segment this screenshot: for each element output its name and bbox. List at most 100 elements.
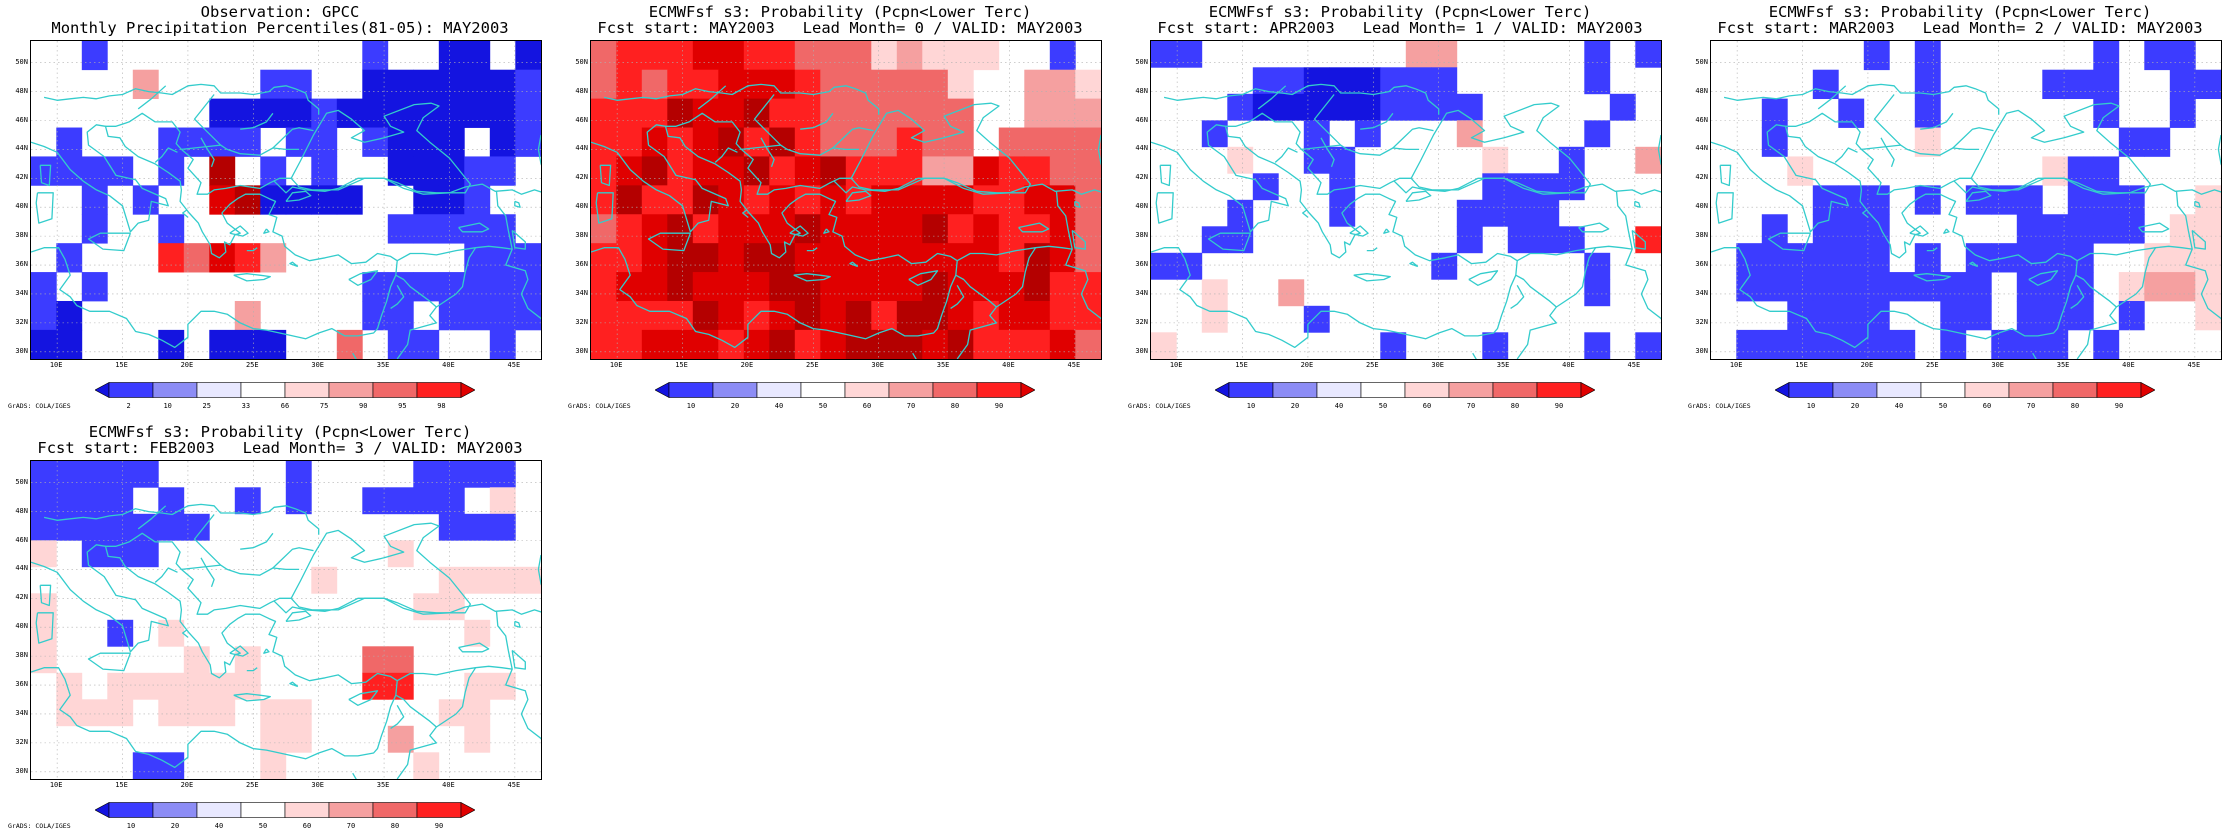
grid-cell <box>1024 329 1051 359</box>
lat-tick-label: 32N <box>15 317 28 326</box>
grid-cell <box>1838 243 1865 273</box>
coastline <box>1952 127 1994 149</box>
grid-cell <box>820 41 847 71</box>
grid-cell <box>1176 252 1203 280</box>
colorbar-label: 10 <box>163 402 172 410</box>
panel-subtitle: Fcst start: MAR2003 Lead Month= 2 / VALI… <box>1717 19 2203 37</box>
coastline <box>1767 232 1812 252</box>
coastline <box>348 270 379 286</box>
lat-tick-label: 38N <box>575 231 588 240</box>
grid-cell <box>2144 41 2171 71</box>
grid-cell <box>1584 41 1611 68</box>
grid-cell <box>2169 98 2196 128</box>
coastline <box>1018 222 1050 233</box>
grid-cell <box>464 725 491 753</box>
coastline <box>246 667 258 672</box>
lon-tick-label: 10E <box>1729 361 1743 369</box>
coastline <box>193 514 222 566</box>
grid-cell <box>1761 214 1788 244</box>
colorbar-segment <box>240 382 286 398</box>
grid-cell <box>1482 332 1509 359</box>
lon-tick-label: 40E <box>1002 361 1015 369</box>
grid-cell <box>591 300 617 331</box>
lat-tick-label: 40N <box>15 202 28 211</box>
lon-tick-label: 45E <box>507 781 521 789</box>
coastline <box>1349 225 1369 237</box>
grid-cell <box>1787 156 1814 186</box>
grid-cell <box>718 329 745 359</box>
colorbar-label: 95 <box>398 402 407 410</box>
coastline <box>1405 190 1432 203</box>
map-area <box>1710 40 2222 360</box>
colorbar-label: 80 <box>950 402 960 410</box>
colorbar-label: 70 <box>2026 402 2036 410</box>
colorbar-graphic <box>94 801 476 819</box>
lon-tick-label: 15E <box>675 361 688 369</box>
grid-cell <box>1024 127 1051 157</box>
grid-cell <box>845 329 872 359</box>
map-area <box>30 460 542 780</box>
lat-tick-label: 46N <box>1695 115 1708 124</box>
grid-cell <box>1838 214 1865 244</box>
grid-cell <box>311 156 338 186</box>
grid-cell <box>616 69 643 100</box>
coastline <box>956 247 1037 359</box>
coastline <box>1965 190 1992 203</box>
grid-cell <box>2093 156 2120 186</box>
grid-cell <box>641 127 668 157</box>
coastline <box>505 668 541 740</box>
coastline <box>714 147 738 163</box>
lon-tick-label: 45E <box>2187 361 2201 369</box>
lat-tick-label: 30N <box>1695 346 1708 355</box>
grid-cell <box>1405 41 1432 68</box>
grid-cell <box>1812 300 1839 331</box>
lon-tick-label: 40E <box>442 781 455 789</box>
lon-tick-label: 25E <box>805 361 819 369</box>
colorbar-segment <box>1228 382 1274 398</box>
grid-cell <box>56 127 83 157</box>
coastline <box>233 693 271 702</box>
grid-cell <box>973 156 1000 186</box>
coastline <box>1074 200 1081 208</box>
grid-cell <box>1227 93 1254 121</box>
grid-cell <box>438 185 465 215</box>
lat-tick-label: 30N <box>575 346 588 355</box>
grid-cell <box>973 272 1000 302</box>
colorbar-segment <box>756 382 802 398</box>
grid-cell <box>641 156 668 186</box>
grid-cell <box>1584 252 1611 280</box>
grid-cell <box>31 329 57 359</box>
grid-cell <box>591 41 617 71</box>
colorbar-arrow-left <box>1214 381 1230 399</box>
coastline <box>760 137 775 168</box>
coastline <box>1151 124 1518 349</box>
colorbar-segment <box>2008 382 2054 398</box>
colorbar-label: 20 <box>1850 402 1860 410</box>
coastline <box>665 112 852 195</box>
grid-cell <box>871 69 898 100</box>
grid-cell <box>1201 120 1228 148</box>
coastline <box>1913 273 1951 282</box>
colorbar-segment <box>108 382 154 398</box>
coastline <box>1302 209 1309 218</box>
lat-tick-label: 32N <box>575 317 588 326</box>
grid-cell <box>132 752 159 779</box>
grid-cell <box>387 214 414 244</box>
lon-tick-label: 30E <box>311 361 325 369</box>
grid-cell <box>132 69 159 100</box>
grid-cell <box>413 69 440 100</box>
colorbar-graphic <box>654 381 1036 399</box>
coastline <box>39 164 52 187</box>
colorbar-segment <box>1876 382 1922 398</box>
grid-cell <box>56 329 83 359</box>
colorbar-segment <box>844 382 890 398</box>
grid-cell <box>973 243 1000 273</box>
lat-tick-label: 34N <box>15 708 28 717</box>
grid-cell <box>1635 41 1661 68</box>
colorbar-label: 10 <box>126 822 136 830</box>
colorbar-segment <box>152 382 198 398</box>
lon-tick-label: 30E <box>1431 361 1445 369</box>
colorbar-label: 80 <box>1510 402 1520 410</box>
grid-cell <box>1889 272 1916 302</box>
grid-cell <box>515 243 541 273</box>
